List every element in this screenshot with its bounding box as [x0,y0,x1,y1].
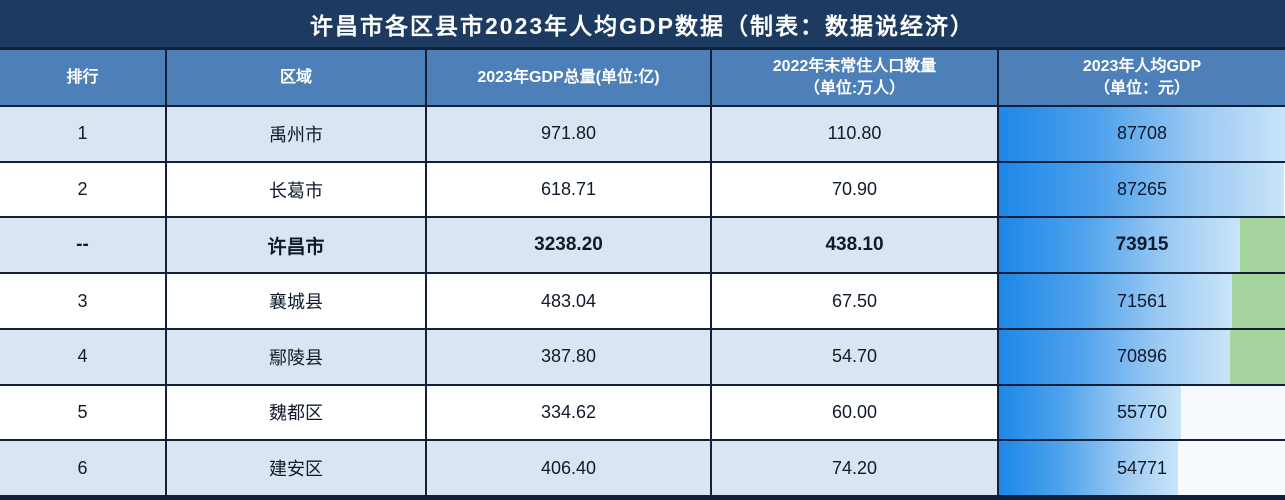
cell-population: 60.00 [710,385,997,440]
percapita-value: 87708 [1116,123,1168,144]
cell-population: 438.10 [710,218,997,273]
percapita-value: 73915 [1115,234,1169,256]
col-header-population: 2022年末常住人口数量 （单位:万人） [710,50,997,105]
percapita-databar [999,162,1284,217]
table-row: 4 鄢陵县 387.80 54.70 70896 [0,329,1285,386]
cell-percapita: 70896 [997,329,1285,384]
cell-gdp: 334.62 [425,385,710,440]
cell-gdp: 483.04 [425,274,710,328]
col-header-percapita-line2: （单位：元） [1093,79,1190,97]
cell-percapita: 73915 [997,218,1285,273]
cell-gdp: 387.80 [425,329,710,384]
col-header-population-line1: 2022年末常住人口数量 [772,57,937,75]
table-body: 1 禹州市 971.80 110.80 87708 2 长葛市 618.71 7… [0,107,1285,500]
cell-percapita: 71561 [997,274,1285,328]
cell-rank: 4 [0,329,165,384]
table-row: 2 长葛市 618.71 70.90 87265 [0,162,1285,219]
cell-percapita: 87708 [997,107,1285,161]
cell-region: 建安区 [165,441,425,496]
table-row: 5 魏都区 334.62 60.00 55770 [0,385,1285,442]
cell-rank: 1 [0,107,165,161]
percapita-databar [999,107,1285,161]
percapita-value: 71561 [1116,290,1168,311]
percapita-databar [999,385,1181,440]
cell-population: 110.80 [710,107,997,161]
cell-rank: 5 [0,385,165,440]
cell-population: 74.20 [710,441,997,496]
table-row: 6 建安区 406.40 74.20 54771 [0,441,1285,500]
cell-region: 鄢陵县 [165,329,425,384]
percapita-value: 55770 [1116,401,1168,422]
cell-percapita: 54771 [997,441,1285,496]
table-header-row: 排行 区域 2023年GDP总量(单位:亿) 2022年末常住人口数量 （单位:… [0,50,1285,107]
cell-percapita: 55770 [997,385,1285,440]
table-row: 3 襄城县 483.04 67.50 71561 [0,274,1285,330]
col-header-region: 区域 [165,50,425,105]
col-header-percapita-line1: 2023年人均GDP [1082,57,1202,75]
cell-gdp: 618.71 [425,162,710,217]
cell-region: 长葛市 [165,162,425,217]
cell-population: 67.50 [710,274,997,328]
col-header-population-line2: （单位:万人） [803,79,906,97]
percapita-databar [999,274,1233,328]
cell-rank: 2 [0,162,165,217]
percapita-value: 70896 [1116,346,1168,367]
percapita-databar [999,329,1231,384]
table-row: -- 许昌市 3238.20 438.10 73915 [0,218,1285,275]
cell-rank: -- [0,218,165,273]
col-header-gdp: 2023年GDP总量(单位:亿) [425,50,710,105]
cell-region: 许昌市 [165,218,425,273]
cell-region: 襄城县 [165,274,425,328]
percapita-value: 87265 [1116,179,1168,200]
cell-population: 54.70 [710,329,997,384]
cell-region: 禹州市 [165,107,425,161]
table-row: 1 禹州市 971.80 110.80 87708 [0,107,1285,163]
cell-gdp: 971.80 [425,107,710,161]
cell-rank: 3 [0,274,165,328]
percapita-databar [999,441,1178,496]
cell-population: 70.90 [710,162,997,217]
percapita-value: 54771 [1116,457,1168,478]
col-header-rank: 排行 [66,68,99,86]
page-title: 许昌市各区县市2023年人均GDP数据（制表：数据说经济） [0,0,1285,50]
col-header-percapita: 2023年人均GDP （单位：元） [997,50,1285,105]
cell-region: 魏都区 [165,385,425,440]
cell-gdp: 3238.20 [425,218,710,273]
percapita-databar [999,218,1241,273]
cell-rank: 6 [0,441,165,496]
cell-gdp: 406.40 [425,441,710,496]
cell-percapita: 87265 [997,162,1285,217]
